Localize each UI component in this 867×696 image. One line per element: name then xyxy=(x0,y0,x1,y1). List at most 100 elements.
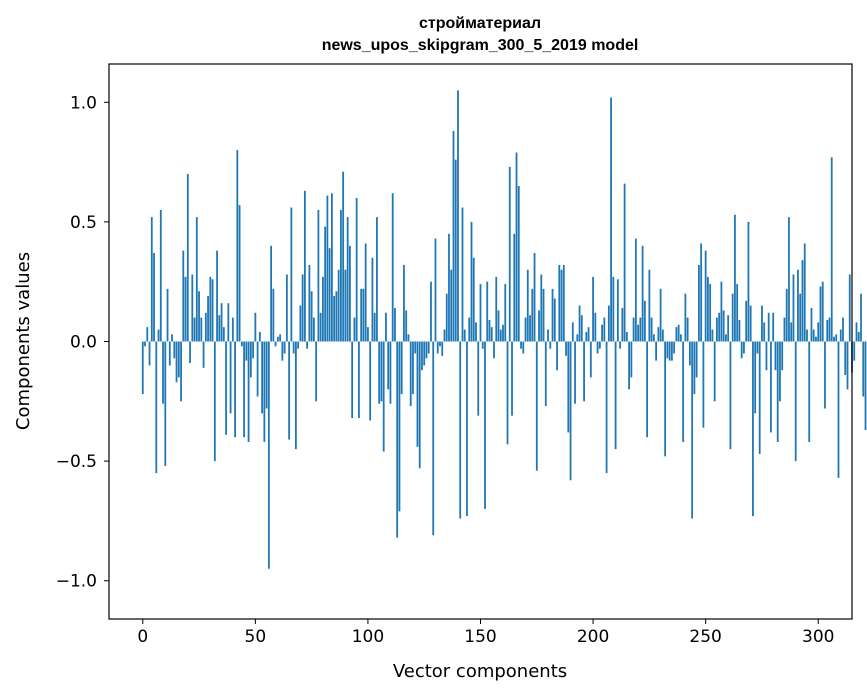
bar xyxy=(198,291,200,342)
bar xyxy=(515,152,518,342)
bar xyxy=(207,296,209,342)
bar xyxy=(725,334,727,342)
bar xyxy=(346,217,349,342)
bar xyxy=(283,341,286,354)
bar xyxy=(353,317,356,342)
bar xyxy=(481,341,484,349)
bar xyxy=(324,226,327,342)
bar xyxy=(403,264,405,342)
bar xyxy=(533,252,536,342)
bar xyxy=(432,341,435,536)
bar xyxy=(182,250,185,342)
bar xyxy=(373,312,376,342)
bar xyxy=(173,341,176,359)
bar xyxy=(767,312,770,342)
bar xyxy=(414,341,417,354)
bar xyxy=(538,310,540,342)
bar xyxy=(695,341,698,378)
bar xyxy=(630,341,633,378)
bar xyxy=(189,341,191,364)
bar xyxy=(319,312,322,342)
bar xyxy=(846,341,849,390)
bar xyxy=(195,217,198,342)
bar xyxy=(360,288,363,342)
bar xyxy=(826,319,829,342)
bar xyxy=(634,238,637,342)
bar xyxy=(450,269,453,342)
bar xyxy=(504,284,507,342)
bar xyxy=(405,310,408,342)
bar xyxy=(688,341,691,366)
bar xyxy=(249,341,252,378)
bar xyxy=(589,341,592,378)
bar xyxy=(488,319,491,342)
bar xyxy=(553,298,556,342)
bar xyxy=(247,341,250,442)
bar xyxy=(803,243,806,342)
y-tick-label: −1.0 xyxy=(56,572,97,592)
bar xyxy=(164,341,167,466)
bar xyxy=(180,341,182,402)
bar xyxy=(153,252,155,342)
bar xyxy=(387,341,390,390)
bar xyxy=(648,269,651,342)
bar xyxy=(396,341,399,538)
bar xyxy=(661,329,664,342)
bar xyxy=(229,341,232,414)
bar xyxy=(650,317,653,342)
bar xyxy=(389,341,392,404)
bar xyxy=(824,341,826,409)
bar xyxy=(493,341,495,359)
bar xyxy=(709,284,712,342)
bar xyxy=(637,324,640,342)
bar xyxy=(758,341,761,454)
bar xyxy=(740,341,743,359)
bar xyxy=(306,341,309,349)
bar xyxy=(601,324,603,342)
bar xyxy=(335,291,338,342)
bar xyxy=(466,341,468,517)
bar xyxy=(517,186,520,342)
bar xyxy=(301,274,304,342)
bar xyxy=(812,329,815,342)
bar xyxy=(340,209,342,342)
bar xyxy=(783,317,786,342)
bar xyxy=(603,317,606,342)
bar xyxy=(369,341,372,421)
bar xyxy=(193,317,196,342)
bar xyxy=(216,250,218,342)
bar xyxy=(202,341,205,368)
bar xyxy=(364,243,367,342)
bar xyxy=(157,329,160,342)
bar xyxy=(664,341,667,457)
bar xyxy=(385,312,387,342)
bar xyxy=(806,329,808,342)
bar xyxy=(430,281,432,342)
bar xyxy=(670,341,673,361)
bar xyxy=(790,322,793,342)
bar xyxy=(484,341,486,509)
bar xyxy=(752,341,754,517)
bar xyxy=(186,174,189,342)
bar xyxy=(155,341,158,474)
y-tick-label: 1.0 xyxy=(70,93,97,113)
bar xyxy=(607,305,610,342)
bar xyxy=(655,341,658,361)
bar xyxy=(421,341,423,371)
bar xyxy=(146,327,149,342)
bar xyxy=(443,329,446,342)
bar xyxy=(774,341,777,371)
bar xyxy=(614,341,617,450)
bar xyxy=(333,296,336,342)
bar xyxy=(328,248,331,342)
bar xyxy=(238,205,241,342)
bar xyxy=(234,341,236,438)
bar xyxy=(227,303,230,342)
bar xyxy=(463,329,466,342)
bar xyxy=(848,274,851,342)
bar xyxy=(835,334,838,342)
bar xyxy=(256,341,259,397)
bar xyxy=(267,341,270,569)
bar xyxy=(754,341,757,414)
